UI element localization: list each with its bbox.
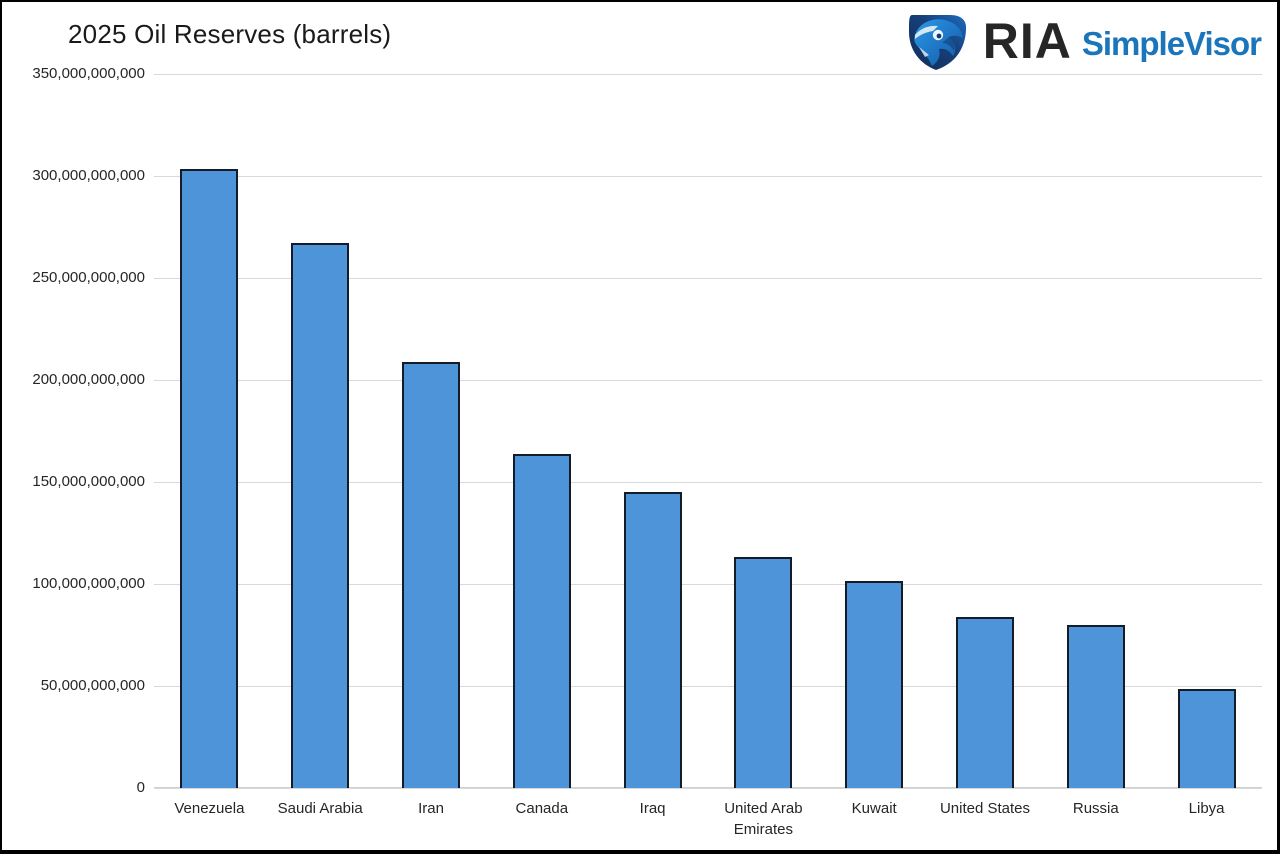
y-axis-tick-label: 250,000,000,000 — [32, 269, 145, 286]
bar-united-states — [956, 616, 1014, 788]
x-axis-category-label: Saudi Arabia — [277, 800, 363, 817]
bar-saudi-arabia — [291, 242, 350, 788]
gridline — [154, 583, 1262, 585]
bar-united-arab-emirates — [734, 557, 793, 788]
bar-canada — [512, 454, 571, 788]
bar-libya — [1177, 689, 1236, 788]
x-axis-category-label: Venezuela — [174, 800, 245, 817]
x-axis-category-label: Canada — [515, 800, 569, 817]
gridline — [154, 787, 1262, 789]
x-axis-category-label: United States — [939, 800, 1031, 817]
bar-iraq — [623, 492, 682, 788]
y-axis-tick-label: 0 — [136, 779, 145, 796]
ria-logo-text: RIA — [982, 13, 1072, 69]
y-axis-tick-label: 150,000,000,000 — [32, 473, 145, 490]
simplevisor-logo-text: SimpleVisor — [1081, 24, 1262, 62]
y-axis-tick-label: 50,000,000,000 — [40, 677, 145, 694]
bar-venezuela — [180, 169, 239, 788]
gridline — [154, 481, 1262, 483]
y-axis-tick-label: 300,000,000,000 — [32, 167, 145, 184]
x-axis-category-label: United Arab Emirates — [724, 800, 803, 838]
gridline — [154, 175, 1262, 177]
bar-russia — [1066, 624, 1125, 788]
gridline — [154, 379, 1262, 381]
brand-logo: RIA SimpleVisor — [901, 12, 1262, 72]
plot-area — [154, 73, 1262, 789]
bar-kuwait — [845, 580, 904, 788]
chart-title: 2025 Oil Reserves (barrels) — [68, 19, 392, 49]
x-axis-category-label: Iran — [418, 800, 444, 817]
eagle-shield-icon — [901, 13, 973, 71]
x-axis-category-label: Russia — [1072, 800, 1119, 817]
x-axis-category-label: Libya — [1188, 800, 1225, 817]
y-axis-tick-label: 200,000,000,000 — [32, 371, 145, 388]
x-axis-category-label: Iraq — [639, 800, 666, 817]
gridline — [154, 685, 1262, 687]
y-axis-tick-label: 350,000,000,000 — [32, 65, 145, 82]
x-axis-category-label: Kuwait — [851, 800, 897, 817]
y-axis-tick-label: 100,000,000,000 — [32, 575, 145, 592]
bar-iran — [402, 362, 460, 788]
gridline — [154, 277, 1262, 279]
gridline — [154, 73, 1262, 75]
